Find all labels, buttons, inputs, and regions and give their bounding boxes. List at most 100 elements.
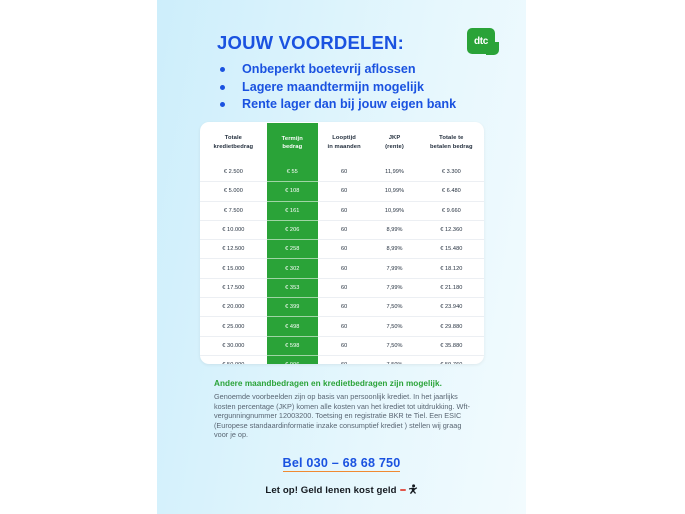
cell-total-credit: € 7.500 bbox=[200, 200, 267, 221]
cell-monthly-amount: € 108 bbox=[266, 181, 318, 202]
cell-duration: 60 bbox=[317, 316, 371, 337]
flyer-panel: dtc JOUW VOORDELEN: Onbeperkt boetevrij … bbox=[157, 0, 526, 514]
cell-jkp: 10,99% bbox=[370, 181, 419, 202]
cell-total-payable: € 6.480 bbox=[418, 181, 484, 202]
bullet-icon bbox=[220, 67, 225, 72]
cell-total-payable: € 15.480 bbox=[418, 239, 484, 259]
bullet-icon bbox=[220, 102, 225, 107]
phone-cta[interactable]: Bel 030 – 68 68 750 bbox=[157, 454, 526, 472]
dtc-logo: dtc bbox=[467, 28, 500, 58]
cell-total-credit: € 12.500 bbox=[200, 239, 267, 259]
cell-jkp: 11,99% bbox=[385, 169, 404, 176]
cell-duration: 60 bbox=[317, 354, 371, 364]
cell-monthly-amount: € 161 bbox=[266, 200, 318, 221]
cell-jkp: 7,99% bbox=[370, 277, 419, 298]
cell-duration: 60 bbox=[317, 297, 371, 317]
page-title: JOUW VOORDELEN: bbox=[217, 32, 404, 53]
logo-wordmark: dtc bbox=[473, 35, 489, 47]
cell-total-payable: € 23.940 bbox=[418, 297, 484, 317]
benefits-list: Onbeperkt boetevrij aflossen Lagere maan… bbox=[217, 61, 456, 114]
cell-monthly-amount: € 258 bbox=[266, 239, 318, 259]
cell-total-credit: € 5.000 bbox=[200, 181, 267, 202]
cell-duration: 60 bbox=[317, 181, 371, 202]
benefit-label: Lagere maandtermijn mogelijk bbox=[242, 79, 424, 94]
benefit-label: Rente lager dan bij jouw eigen bank bbox=[242, 97, 457, 111]
col-header-total-payable: Totale te betalen bedrag bbox=[430, 135, 473, 150]
benefit-item: Onbeperkt boetevrij aflossen bbox=[217, 61, 456, 79]
cell-jkp: 8,99% bbox=[370, 239, 419, 259]
cell-monthly-amount: € 353 bbox=[266, 277, 318, 298]
cell-total-payable: € 21.180 bbox=[418, 277, 484, 298]
benefit-item: Lagere maandtermijn mogelijk bbox=[217, 79, 456, 97]
cell-total-credit: € 15.000 bbox=[200, 258, 267, 279]
cell-duration: 60 bbox=[340, 169, 348, 176]
afm-running-man-icon bbox=[399, 484, 418, 496]
table-row: € 7.500 € 161 60 10,99% € 9.660 bbox=[200, 200, 484, 221]
cell-total-credit: € 10.000 bbox=[200, 219, 267, 240]
table-header-row: Totale kredietbedrag Termijn bedrag Loop… bbox=[200, 122, 484, 163]
rates-table: Totale kredietbedrag Termijn bedrag Loop… bbox=[200, 122, 484, 364]
rates-table-body: € 2.500 € 55 60 11,99% € 3.300 € 5.000 € 108 60… bbox=[200, 163, 484, 364]
table-row: € 10.000 € 206 60 8,99% € 12.360 bbox=[200, 219, 484, 240]
cell-monthly-amount: € 996 bbox=[266, 354, 318, 364]
table-row: € 20.000 € 399 60 7,50% € 23.940 bbox=[200, 297, 484, 317]
cell-jkp: 7,99% bbox=[370, 258, 419, 279]
bullet-icon bbox=[220, 84, 225, 90]
table-row: € 30.000 € 598 60 7,50% € 35.880 bbox=[200, 335, 484, 356]
warning-label: Let op! Geld lenen kost geld bbox=[265, 484, 397, 496]
cell-monthly-amount: € 206 bbox=[266, 219, 318, 240]
cell-monthly-amount: € 302 bbox=[266, 258, 318, 279]
cell-total-credit: € 50.000 bbox=[200, 354, 267, 364]
cell-total-payable: € 12.360 bbox=[418, 219, 484, 240]
benefit-item: Rente lager dan bij jouw eigen bank bbox=[217, 96, 456, 114]
benefit-label: Onbeperkt boetevrij aflossen bbox=[242, 62, 416, 76]
table-row: € 25.000 € 498 60 7,50% € 29.880 bbox=[200, 316, 484, 337]
table-row: € 2.500 € 55 60 11,99% € 3.300 bbox=[200, 163, 484, 182]
note-body: Genoemde voorbeelden zijn op basis van p… bbox=[214, 392, 470, 440]
warning-dash-shape bbox=[399, 488, 406, 492]
credit-warning: Let op! Geld lenen kost geld bbox=[157, 484, 526, 496]
cell-jkp: 7,50% bbox=[370, 316, 419, 337]
cell-monthly-amount: € 55 bbox=[266, 163, 318, 182]
cell-duration: 60 bbox=[317, 239, 371, 259]
cell-total-credit: € 17.500 bbox=[200, 277, 267, 298]
rates-table-head: Totale kredietbedrag Termijn bedrag Loop… bbox=[200, 122, 484, 163]
cell-total-credit: € 20.000 bbox=[200, 297, 267, 317]
col-header-jkp: JKP (rente) bbox=[385, 135, 404, 150]
table-row: € 5.000 € 108 60 10,99% € 6.480 bbox=[200, 181, 484, 202]
cell-total-payable: € 3.300 bbox=[441, 169, 461, 176]
cell-duration: 60 bbox=[317, 200, 371, 221]
cell-total-payable: € 29.880 bbox=[418, 316, 484, 337]
cell-monthly-amount: € 399 bbox=[266, 297, 318, 317]
cell-jkp: 8,99% bbox=[370, 219, 419, 240]
col-header-monthly-amount: Termijn bedrag bbox=[266, 122, 318, 163]
table-row: € 12.500 € 258 60 8,99% € 15.480 bbox=[200, 239, 484, 259]
cell-total-payable: € 18.120 bbox=[418, 258, 484, 279]
cell-total-credit: € 25.000 bbox=[200, 316, 267, 337]
col-header-duration: Looptijd in maanden bbox=[327, 135, 361, 150]
cell-duration: 60 bbox=[317, 335, 371, 356]
cell-total-credit: € 30.000 bbox=[200, 335, 267, 356]
table-row: € 17.500 € 353 60 7,99% € 21.180 bbox=[200, 277, 484, 298]
cell-duration: 60 bbox=[317, 219, 371, 240]
cell-jkp: 7,50% bbox=[370, 335, 419, 356]
cell-total-payable: € 9.660 bbox=[418, 200, 484, 221]
cell-jkp: 7,50% bbox=[370, 354, 419, 364]
cell-total-payable: € 35.880 bbox=[418, 335, 484, 356]
cell-total-payable: € 59.760 bbox=[418, 354, 484, 364]
cell-duration: 60 bbox=[317, 258, 371, 279]
cell-monthly-amount: € 498 bbox=[266, 316, 318, 337]
cell-duration: 60 bbox=[317, 277, 371, 298]
table-row: € 15.000 € 302 60 7,99% € 18.120 bbox=[200, 258, 484, 279]
rates-table-card: Totale kredietbedrag Termijn bedrag Loop… bbox=[200, 122, 484, 364]
col-header-total-credit: Totale kredietbedrag bbox=[213, 135, 254, 150]
table-row: € 50.000€ 996607,50%€ 59.760 bbox=[200, 354, 484, 364]
cell-total-credit: € 2.500 bbox=[223, 169, 243, 176]
phone-number-link[interactable]: Bel 030 – 68 68 750 bbox=[282, 456, 401, 472]
cell-jkp: 7,50% bbox=[370, 297, 419, 317]
logo-bubble-tail bbox=[486, 42, 499, 55]
cell-jkp: 10,99% bbox=[370, 200, 419, 221]
cell-monthly-amount: € 598 bbox=[266, 335, 318, 356]
note-title: Andere maandbedragen en kredietbedragen … bbox=[214, 379, 442, 388]
